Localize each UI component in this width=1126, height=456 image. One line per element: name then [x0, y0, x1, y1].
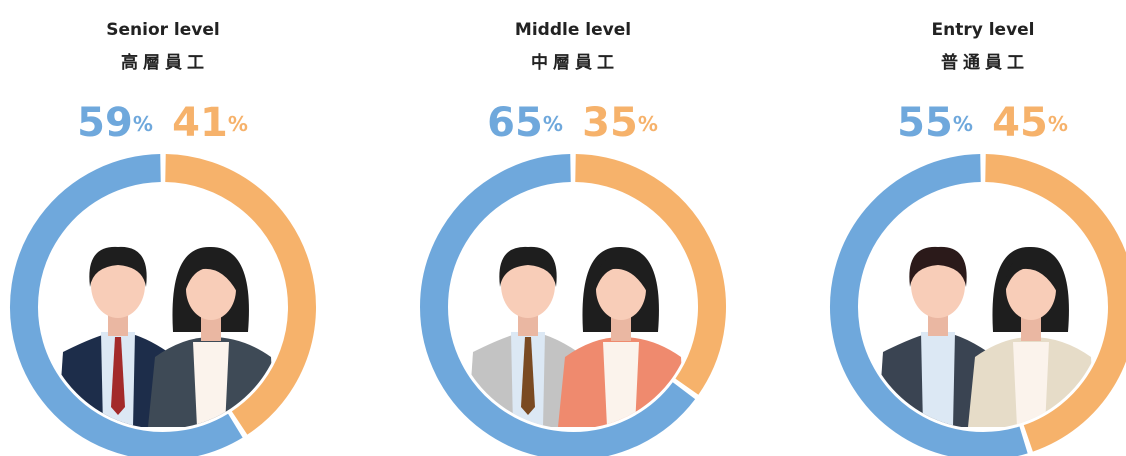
illustration — [468, 246, 685, 427]
man-head — [911, 252, 965, 318]
woman-fringe — [595, 256, 647, 292]
man-head — [501, 252, 555, 318]
value-label: 55% — [897, 100, 973, 146]
donut-segment — [985, 154, 1126, 452]
donut-segment — [165, 154, 316, 435]
chart-subtitle: 高層員工 — [121, 52, 209, 73]
man-neck — [108, 312, 128, 336]
woman-inner — [193, 342, 229, 427]
man-neck — [518, 312, 538, 336]
man-tie — [521, 337, 535, 415]
man-hair — [909, 246, 967, 287]
woman-neck — [611, 315, 631, 341]
woman-inner — [1013, 342, 1049, 427]
donut-segment — [10, 154, 243, 456]
man-hair — [499, 246, 557, 287]
chart-title: Entry level — [931, 20, 1034, 40]
woman-inner — [603, 342, 639, 427]
donut-segment — [420, 154, 696, 456]
illustration — [878, 246, 1095, 427]
value-label: 35% — [582, 100, 658, 146]
man-neck — [928, 312, 948, 336]
value-label: 65% — [487, 100, 563, 146]
man-hair — [89, 246, 147, 287]
chart-subtitle: 普通員工 — [941, 52, 1029, 73]
chart-subtitle: 中層員工 — [531, 52, 619, 73]
value-label: 59% — [77, 100, 153, 146]
woman-fringe — [1005, 256, 1057, 292]
illustration — [58, 246, 275, 427]
woman-fringe — [185, 256, 237, 292]
man-shirt — [921, 332, 955, 427]
donut-segment — [575, 154, 726, 395]
chart-title: Middle level — [515, 20, 631, 40]
donut-segment — [830, 154, 1028, 456]
man-head — [91, 252, 145, 318]
man-tie — [111, 337, 125, 415]
chart-title: Senior level — [106, 20, 219, 40]
woman-neck — [201, 315, 221, 341]
value-label: 41% — [172, 100, 248, 146]
woman-neck — [1021, 315, 1041, 341]
value-label: 45% — [992, 100, 1068, 146]
